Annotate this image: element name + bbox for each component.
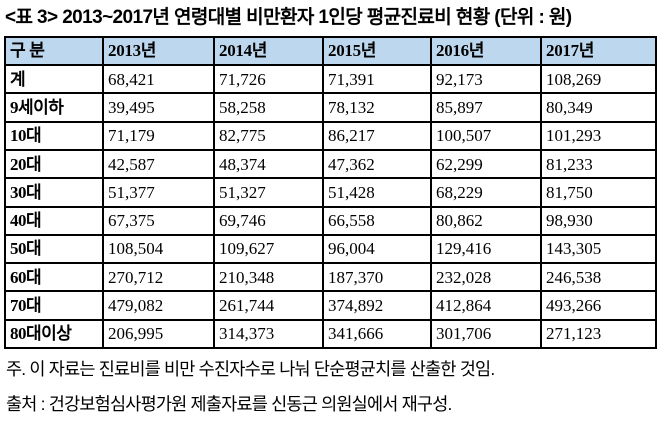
table-cell: 374,892 bbox=[322, 290, 432, 321]
table-row: 60대 270,712 210,348 187,370 232,028 246,538 bbox=[4, 262, 657, 293]
table-cell: 108,504 bbox=[102, 233, 215, 265]
row-label: 40대 bbox=[4, 205, 104, 236]
header-cell-year: 2014년 bbox=[213, 35, 324, 67]
table-row: 50대 108,504 109,627 96,004 129,416 143,305 bbox=[4, 233, 657, 265]
header-cell-year: 2016년 bbox=[430, 35, 542, 67]
table-row: 계 68,421 71,726 71,391 92,173 108,269 bbox=[4, 64, 657, 95]
table-cell: 81,750 bbox=[540, 177, 657, 208]
table-title: <표 3> 2013~2017년 연령대별 비만환자 1인당 평균진료비 현황 … bbox=[5, 7, 572, 28]
table-cell: 39,495 bbox=[102, 92, 215, 123]
table-cell: 187,370 bbox=[322, 262, 432, 293]
table-cell: 68,421 bbox=[102, 64, 215, 95]
table-row: 10대 71,179 82,775 86,217 100,507 101,293 bbox=[4, 120, 657, 151]
table-cell: 80,349 bbox=[540, 92, 657, 123]
table-cell: 71,391 bbox=[322, 64, 432, 95]
table-cell: 51,327 bbox=[213, 177, 324, 208]
table-cell: 42,587 bbox=[102, 148, 215, 180]
table-cell: 82,775 bbox=[213, 120, 324, 151]
table-cell: 48,374 bbox=[213, 148, 324, 180]
table-cell: 314,373 bbox=[213, 318, 324, 350]
table-cell: 246,538 bbox=[540, 262, 657, 293]
table-row: 80대이상 206,995 314,373 341,666 301,706 271,123 bbox=[4, 318, 657, 350]
table-cell: 80,862 bbox=[430, 205, 542, 236]
table-cell: 51,428 bbox=[322, 177, 432, 208]
table-cell: 62,299 bbox=[430, 148, 542, 180]
table-cell: 51,377 bbox=[102, 177, 215, 208]
table-cell: 108,269 bbox=[540, 64, 657, 95]
row-label: 70대 bbox=[4, 290, 104, 321]
row-label: 20대 bbox=[4, 148, 104, 180]
header-cell-year: 2015년 bbox=[322, 35, 432, 67]
table-cell: 270,712 bbox=[102, 262, 215, 293]
table-cell: 92,173 bbox=[430, 64, 542, 95]
table-cell: 412,864 bbox=[430, 290, 542, 321]
table-cell: 109,627 bbox=[213, 233, 324, 265]
table-row: 70대 479,082 261,744 374,892 412,864 493,266 bbox=[4, 290, 657, 321]
table-row: 20대 42,587 48,374 47,362 62,299 81,233 bbox=[4, 148, 657, 180]
table-cell: 78,132 bbox=[322, 92, 432, 123]
table-cell: 96,004 bbox=[322, 233, 432, 265]
table-cell: 47,362 bbox=[322, 148, 432, 180]
table-cell: 67,375 bbox=[102, 205, 215, 236]
table-body: 계 68,421 71,726 71,391 92,173 108,269 9세이하 39,4… bbox=[4, 64, 657, 350]
row-label: 80대이상 bbox=[4, 318, 104, 350]
table-cell: 271,123 bbox=[540, 318, 657, 350]
row-label: 10대 bbox=[4, 120, 104, 151]
table-cell: 206,995 bbox=[102, 318, 215, 350]
table-cell: 129,416 bbox=[430, 233, 542, 265]
table-row: 30대 51,377 51,327 51,428 68,229 81,750 bbox=[4, 177, 657, 208]
table-cell: 58,258 bbox=[213, 92, 324, 123]
footnote: 주. 이 자료는 진료비를 비만 수진자수로 나눠 단순평균치를 산출한 것임. bbox=[6, 359, 495, 380]
table-cell: 210,348 bbox=[213, 262, 324, 293]
row-label: 계 bbox=[4, 64, 104, 95]
table-cell: 98,930 bbox=[540, 205, 657, 236]
row-label: 50대 bbox=[4, 233, 104, 265]
table-cell: 81,233 bbox=[540, 148, 657, 180]
table-cell: 301,706 bbox=[430, 318, 542, 350]
table-cell: 100,507 bbox=[430, 120, 542, 151]
table-cell: 261,744 bbox=[213, 290, 324, 321]
table-cell: 143,305 bbox=[540, 233, 657, 265]
table-cell: 479,082 bbox=[102, 290, 215, 321]
row-label: 60대 bbox=[4, 262, 104, 293]
table-cell: 232,028 bbox=[430, 262, 542, 293]
table-cell: 86,217 bbox=[322, 120, 432, 151]
table-cell: 493,266 bbox=[540, 290, 657, 321]
table-cell: 71,726 bbox=[213, 64, 324, 95]
row-label: 9세이하 bbox=[4, 92, 104, 123]
table-cell: 66,558 bbox=[322, 205, 432, 236]
table-cell: 85,897 bbox=[430, 92, 542, 123]
table-cell: 341,666 bbox=[322, 318, 432, 350]
table-row: 9세이하 39,495 58,258 78,132 85,897 80,349 bbox=[4, 92, 657, 123]
table-cell: 71,179 bbox=[102, 120, 215, 151]
header-cell-year: 2017년 bbox=[540, 35, 657, 67]
table-cell: 101,293 bbox=[540, 120, 657, 151]
table-row: 40대 67,375 69,746 66,558 80,862 98,930 bbox=[4, 205, 657, 236]
header-cell-category: 구 분 bbox=[4, 35, 104, 67]
source-note: 출처 : 건강보험심사평가원 제출자료를 신동근 의원실에서 재구성. bbox=[6, 394, 452, 415]
table-cell: 68,229 bbox=[430, 177, 542, 208]
data-table: 구 분 2013년 2014년 2015년 2016년 2017년 계 68,421 71,7… bbox=[4, 35, 657, 350]
header-row: 구 분 2013년 2014년 2015년 2016년 2017년 bbox=[4, 35, 657, 67]
header-cell-year: 2013년 bbox=[102, 35, 215, 67]
row-label: 30대 bbox=[4, 177, 104, 208]
table-cell: 69,746 bbox=[213, 205, 324, 236]
